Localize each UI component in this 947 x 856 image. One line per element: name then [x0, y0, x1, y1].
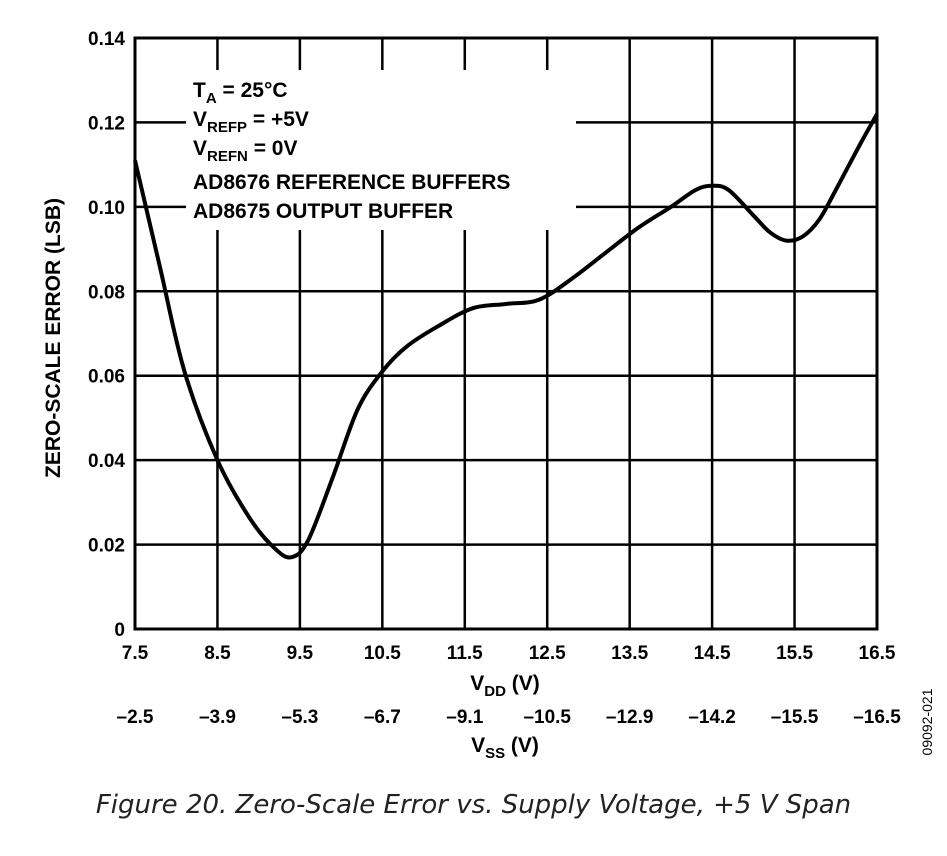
- figure-caption: Figure 20. Zero-Scale Error vs. Supply V…: [95, 790, 852, 820]
- vss-tick-label: –10.5: [523, 707, 571, 728]
- y-tick-label: 0.08: [88, 282, 125, 303]
- annotation-background: [186, 70, 576, 230]
- figure-id: 09092-021: [919, 688, 935, 755]
- annotation-reference-buffers: AD8676 REFERENCE BUFFERS: [193, 171, 510, 194]
- y-tick-labels: 0 0.02 0.04 0.06 0.08 0.10 0.12 0.14: [88, 29, 125, 641]
- x-axis-title-vss: VSS (V): [471, 734, 539, 762]
- chart: 0 0.02 0.04 0.06 0.08 0.10 0.12 0.14 7.5 8.5 9.5 1…: [42, 29, 935, 762]
- y-tick-label: 0.02: [88, 536, 125, 557]
- x-tick-label: 8.5: [204, 643, 231, 664]
- x-tick-label: 11.5: [447, 643, 483, 664]
- y-tick-label: 0.04: [88, 451, 125, 472]
- vss-tick-labels: –2.5 –3.9 –5.3 –6.7 –9.1 –10.5 –12.9 –14.2 –15.5…: [117, 707, 902, 728]
- x-tick-label: 16.5: [859, 643, 896, 664]
- x-axis-title-vdd: VDD (V): [470, 672, 540, 700]
- annotation-vrefn: VREFN = 0V: [193, 137, 297, 165]
- annotation-vrefp: VREFP = +5V: [193, 108, 309, 136]
- y-tick-label: 0.14: [88, 29, 125, 50]
- x-tick-label: 12.5: [529, 643, 566, 664]
- annotation-output-buffer: AD8675 OUTPUT BUFFER: [193, 200, 453, 223]
- y-tick-label: 0.12: [88, 113, 125, 134]
- vss-tick-label: –6.7: [364, 707, 401, 728]
- y-axis-title: ZERO-SCALE ERROR (LSB): [42, 198, 65, 478]
- vss-tick-label: –12.9: [606, 707, 654, 728]
- x-tick-label: 13.5: [611, 643, 648, 664]
- annotation-temp: TA = 25°C: [193, 79, 288, 107]
- x-tick-label: 14.5: [694, 643, 731, 664]
- x-tick-label: 15.5: [776, 643, 813, 664]
- x-tick-label: 10.5: [364, 643, 401, 664]
- vss-tick-label: –16.5: [853, 707, 901, 728]
- vss-tick-label: –15.5: [771, 707, 819, 728]
- vss-tick-label: –2.5: [117, 707, 154, 728]
- annotation: TA = 25°C VREFP = +5V VREFN = 0V AD8676 …: [193, 79, 510, 223]
- y-tick-label: 0.10: [88, 198, 125, 219]
- plot-frame: [133, 36, 879, 631]
- y-tick-label: 0: [114, 620, 125, 641]
- vss-tick-label: –5.3: [281, 707, 318, 728]
- x-tick-label: 9.5: [287, 643, 314, 664]
- series: [133, 113, 879, 560]
- y-tick-label: 0.06: [88, 367, 125, 388]
- vss-tick-label: –14.2: [688, 707, 736, 728]
- series-line: [133, 113, 879, 560]
- x-tick-label: 7.5: [122, 643, 149, 664]
- vss-tick-label: –9.1: [446, 707, 483, 728]
- vss-tick-label: –3.9: [199, 707, 236, 728]
- x-tick-labels: 7.5 8.5 9.5 10.5 11.5 12.5 13.5 14.5 15.5 16.5: [122, 643, 896, 664]
